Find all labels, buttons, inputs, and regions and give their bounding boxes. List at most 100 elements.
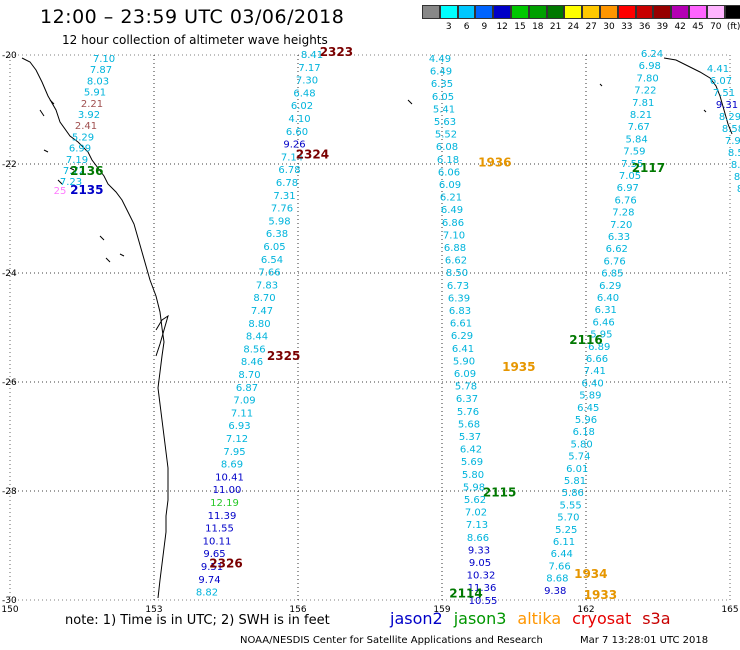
wave-height-value: 2.21 bbox=[81, 99, 103, 110]
wave-height-value: 7.91 bbox=[725, 136, 740, 147]
legend-label: 12 bbox=[496, 22, 508, 32]
wave-height-value: 5.95 bbox=[590, 330, 612, 341]
wave-height-value: 8.28 bbox=[734, 172, 740, 183]
wave-height-value: 11.36 bbox=[468, 583, 497, 594]
wave-height-value: 6.99 bbox=[69, 144, 91, 155]
wave-height-value: 6.09 bbox=[439, 180, 461, 191]
footnote: note: 1) Time is in UTC; 2) SWH is in fe… bbox=[65, 613, 330, 628]
wave-height-value: 6.01 bbox=[566, 464, 588, 475]
wave-height-value: 6.87 bbox=[236, 383, 258, 394]
wave-height-value: 7.41 bbox=[584, 366, 606, 377]
legend-label: 70 bbox=[710, 22, 722, 32]
legend-label: 33 bbox=[621, 22, 633, 32]
legend-label: 9 bbox=[481, 22, 488, 32]
wave-height-value: 6.49 bbox=[441, 205, 463, 216]
wave-height-value: 11.00 bbox=[213, 485, 242, 496]
longitude-tick-label: 150 bbox=[1, 605, 18, 615]
wave-height-value: 8.58 bbox=[722, 124, 740, 135]
wave-height-value: 7.22 bbox=[634, 86, 656, 97]
latitude-tick-label: -26 bbox=[2, 378, 17, 388]
wave-height-value: 6.02 bbox=[291, 101, 313, 112]
wave-height-value: 6.46 bbox=[592, 317, 614, 328]
satellite-name: s3a bbox=[642, 609, 671, 628]
wave-height-value: 6.35 bbox=[431, 79, 453, 90]
wave-height-value: 7.23 bbox=[60, 177, 82, 188]
wave-height-value: 6.97 bbox=[617, 183, 639, 194]
wave-height-value: 8.03 bbox=[87, 76, 109, 87]
australia-coastline bbox=[21, 57, 169, 599]
wave-height-value: 7.14 bbox=[281, 152, 303, 163]
wave-height-value: 7.09 bbox=[233, 396, 255, 407]
wave-height-value: 5.41 bbox=[433, 104, 455, 115]
wave-height-value: 5.68 bbox=[458, 419, 480, 430]
legend-label: 6 bbox=[463, 22, 470, 32]
legend-swatch bbox=[688, 5, 707, 19]
wave-height-value: 8.50 bbox=[446, 268, 468, 279]
legend-label: 27 bbox=[585, 22, 597, 32]
wave-height-value: 6.40 bbox=[597, 293, 619, 304]
wave-height-value: 6.60 bbox=[286, 127, 308, 138]
wave-height-value: 4.41 bbox=[707, 64, 729, 75]
pass-number-label: 1934 bbox=[574, 567, 607, 581]
wave-height-value: 5.81 bbox=[564, 476, 586, 487]
legend-swatch bbox=[510, 5, 529, 19]
legend-label: 30 bbox=[603, 22, 615, 32]
wave-height-value: 6.48 bbox=[293, 88, 315, 99]
wave-height-value: 6.88 bbox=[444, 243, 466, 254]
wave-height-value: 6.38 bbox=[266, 229, 288, 240]
satellite-legend: jason2 jason3 altika cryosat s3a bbox=[390, 609, 682, 628]
wave-height-value: 7.11 bbox=[231, 408, 253, 419]
wave-height-value: 5.90 bbox=[453, 356, 475, 367]
wave-height-value: 8.70 bbox=[238, 370, 260, 381]
page-title: 12:00 – 23:59 UTC 03/06/2018 bbox=[40, 6, 345, 28]
pass-number-label: 2136 bbox=[70, 164, 103, 178]
islet bbox=[407, 83, 707, 113]
longitude-tick-label: 159 bbox=[433, 605, 450, 615]
legend-swatch bbox=[457, 5, 476, 19]
wave-height-value: 6.24 bbox=[641, 49, 663, 60]
island-coastline bbox=[155, 314, 169, 357]
legend-label: 15 bbox=[514, 22, 526, 32]
wave-height-value: 7.66 bbox=[258, 268, 280, 279]
wave-height-value: 5.91 bbox=[84, 88, 106, 99]
satellite-name: altika bbox=[517, 609, 562, 628]
wave-height-value: 7.81 bbox=[632, 98, 654, 109]
legend-swatch bbox=[635, 5, 654, 19]
wave-height-value: 9.05 bbox=[469, 558, 491, 569]
wave-height-value: 7.30 bbox=[296, 76, 318, 87]
wave-height-value: 6.66 bbox=[586, 354, 608, 365]
wave-height-value: 6.42 bbox=[460, 445, 482, 456]
wave-height-value: 7.13 bbox=[466, 520, 488, 531]
wave-height-value: 5.80 bbox=[570, 439, 592, 450]
satellite-name: jason3 bbox=[453, 609, 507, 628]
color-legend bbox=[422, 5, 740, 19]
wave-height-value: 6.73 bbox=[447, 281, 469, 292]
credit-line: NOAA/NESDIS Center for Satellite Applica… bbox=[240, 635, 543, 646]
pass-number-label: 1935 bbox=[502, 360, 535, 374]
reef-fragment bbox=[39, 99, 125, 263]
wave-height-value: 6.29 bbox=[451, 331, 473, 342]
wave-height-value: 6.54 bbox=[261, 255, 283, 266]
wave-height-value: 10.41 bbox=[215, 472, 244, 483]
wave-height-value: 8.46 bbox=[241, 357, 263, 368]
legend-swatch bbox=[546, 5, 565, 19]
wave-height-value: 4.49 bbox=[429, 54, 451, 65]
wave-height-value: 6.44 bbox=[551, 549, 573, 560]
wave-height-value: 6.83 bbox=[449, 306, 471, 317]
wave-height-value: 5.62 bbox=[464, 495, 486, 506]
wave-height-value: 8.70 bbox=[253, 293, 275, 304]
wave-height-value: 3.92 bbox=[78, 110, 100, 121]
observation-values: 7.107.878.035.912.213.922.415.296.997.19… bbox=[54, 49, 740, 607]
wave-height-value: 7.20 bbox=[610, 220, 632, 231]
wave-height-value: 6.40 bbox=[581, 378, 603, 389]
wave-height-value: 6.93 bbox=[228, 421, 250, 432]
wave-height-value: 7.31 bbox=[273, 191, 295, 202]
wave-height-value: 8.41 bbox=[301, 50, 323, 61]
wave-height-value: 7.19 bbox=[66, 155, 88, 166]
wave-height-value: 9.31 bbox=[716, 100, 738, 111]
legend-label: (ft) bbox=[726, 22, 740, 32]
latitude-tick-label: -20 bbox=[2, 51, 17, 61]
wave-height-value: 10.32 bbox=[467, 571, 496, 582]
wave-height-value: 7.83 bbox=[256, 280, 278, 291]
wave-height-value: 12.19 bbox=[210, 498, 239, 509]
